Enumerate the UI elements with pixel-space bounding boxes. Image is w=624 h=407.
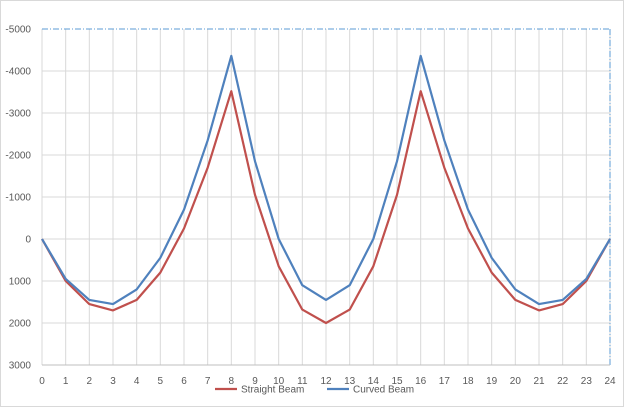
x-tick-label: 19: [486, 376, 498, 387]
x-tick-label: 11: [297, 376, 308, 387]
x-tick-label: 16: [415, 376, 427, 387]
x-axis-tick-labels: 0 1 2 3 4 5 6 7 8 9 10 11 12 13 14 15 16 17 18 19 20 21 22 23 24: [39, 376, 616, 387]
straight-beam-line: [41, 90, 611, 325]
axes: [42, 29, 611, 366]
y-tick-label: 0: [25, 235, 31, 246]
y-tick-label: -1000: [5, 193, 31, 204]
x-tick-label: 12: [320, 376, 332, 387]
y-tick-label: 1000: [9, 277, 32, 288]
legend-label-curved-beam: Curved Beam: [353, 385, 414, 396]
x-tick-label: 15: [391, 376, 403, 387]
x-tick-label: 22: [557, 376, 569, 387]
y-axis-tick-labels: -5000 -4000 -3000 -2000 -1000 0 1000 2000 3000: [5, 25, 31, 372]
x-tick-label: 1: [63, 376, 69, 387]
y-tick-label: -5000: [5, 25, 31, 36]
x-tick-label: 18: [462, 376, 474, 387]
legend-label-straight-beam: Straight Beam: [241, 385, 304, 396]
x-tick-label: 14: [368, 376, 380, 387]
x-tick-label: 10: [273, 376, 285, 387]
x-tick-label: 23: [581, 376, 593, 387]
y-tick-label: -2000: [5, 151, 31, 162]
curved-beam-line: [41, 54, 611, 306]
x-tick-label: 4: [134, 376, 140, 387]
x-tick-label: 24: [604, 376, 616, 387]
legend: Straight Beam Curved Beam: [215, 385, 414, 396]
x-tick-label: 9: [252, 376, 258, 387]
x-tick-label: 20: [510, 376, 522, 387]
x-tick-label: 21: [533, 376, 545, 387]
series-lines: [41, 54, 611, 325]
x-tick-label: 3: [110, 376, 116, 387]
x-tick-label: 8: [229, 376, 235, 387]
x-tick-label: 7: [205, 376, 211, 387]
x-tick-label: 5: [158, 376, 164, 387]
x-tick-label: 13: [344, 376, 356, 387]
y-tick-label: 2000: [9, 319, 32, 330]
x-tick-label: 2: [87, 376, 93, 387]
x-tick-label: 0: [39, 376, 45, 387]
x-tick-label: 6: [181, 376, 187, 387]
x-tick-label: 17: [439, 376, 451, 387]
y-tick-label: -3000: [5, 109, 31, 120]
y-tick-label: 3000: [9, 361, 32, 372]
y-tick-label: -4000: [5, 67, 31, 78]
